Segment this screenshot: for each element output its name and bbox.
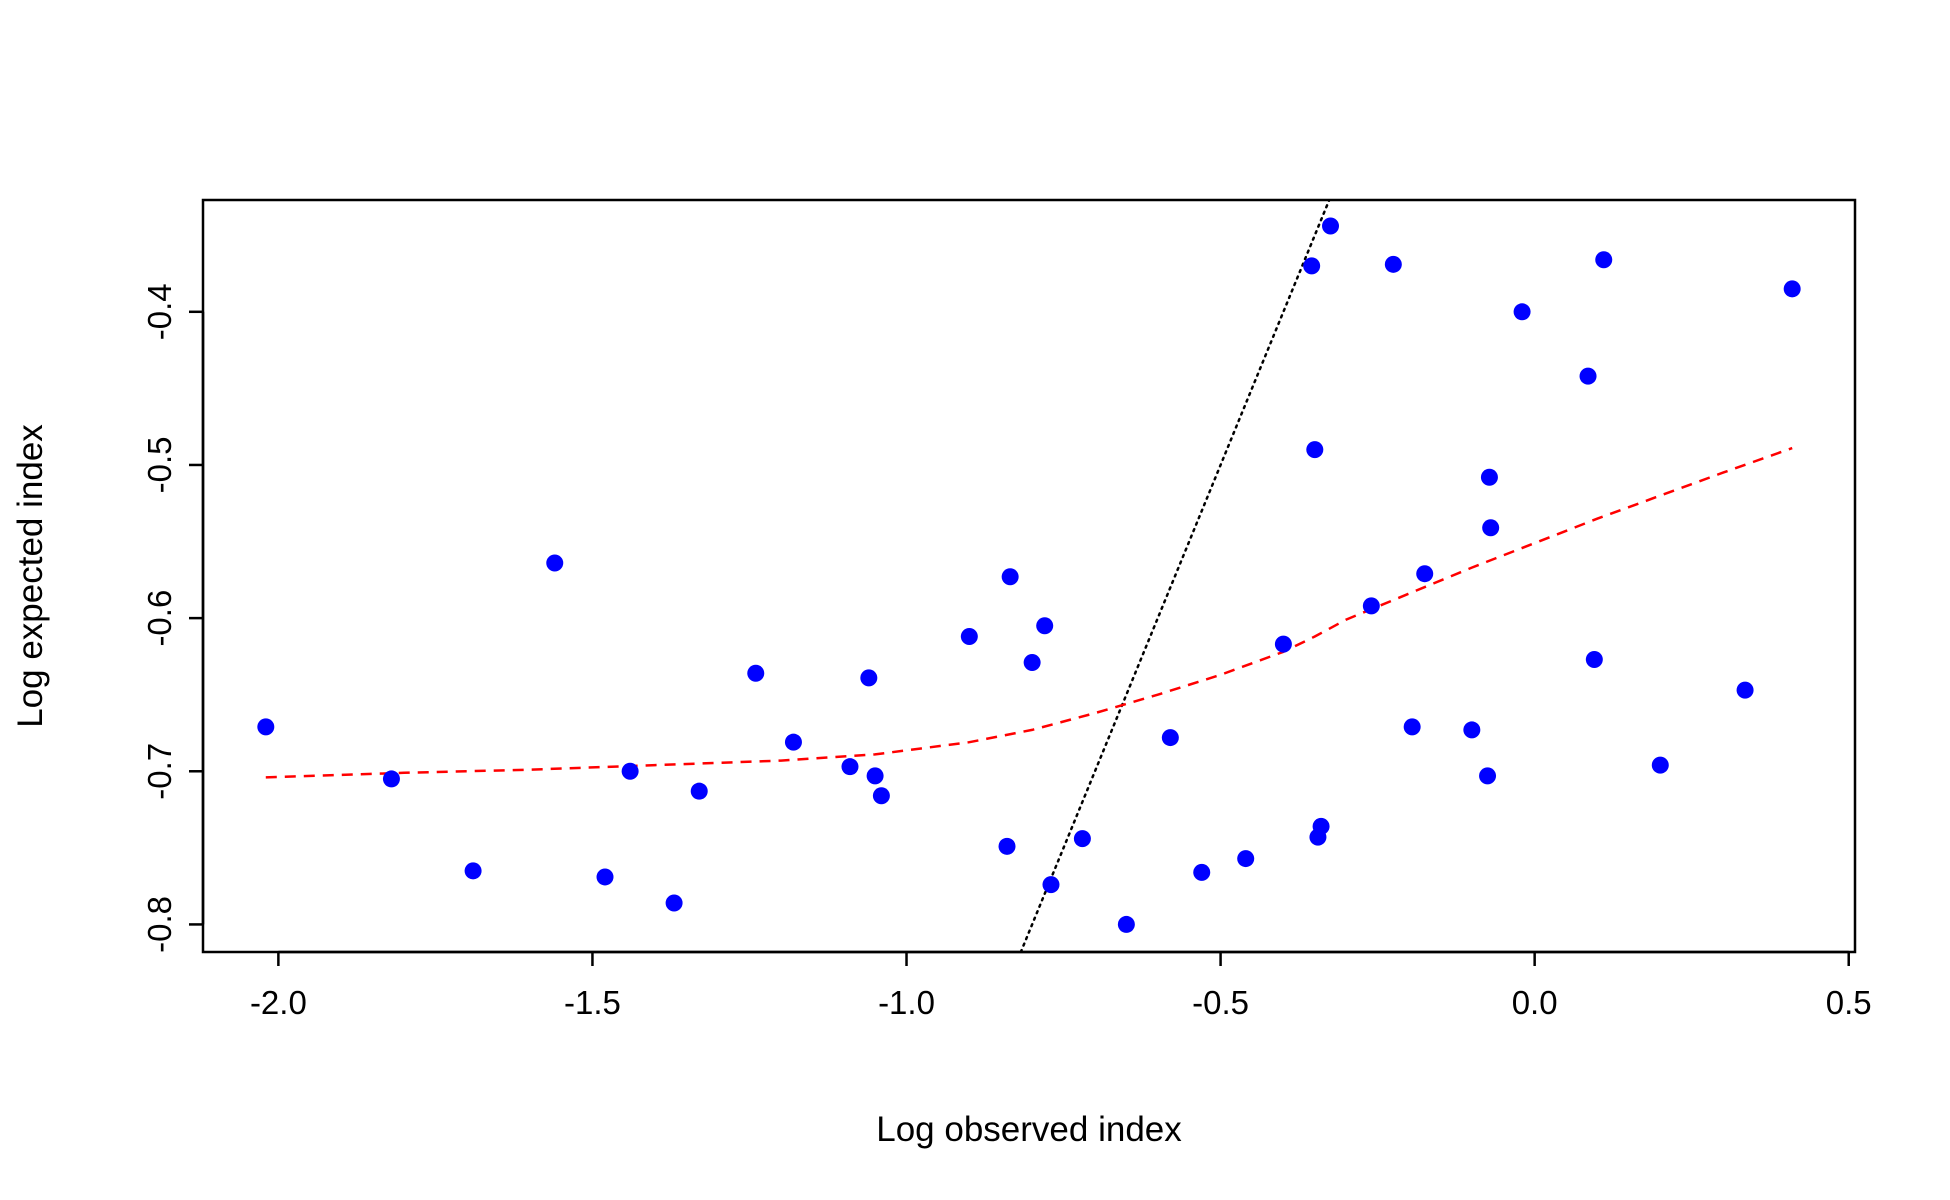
data-point-34 [1416,565,1434,583]
smooth-line [265,446,1793,779]
data-point-27 [1306,441,1324,459]
y-tick-label-4: -0.4 [141,283,178,340]
reference-line [1019,200,1331,952]
data-point-40 [1579,367,1597,385]
x-tick-label-2: -1.0 [878,984,935,1021]
y-tick-label-2: -0.6 [141,590,178,647]
data-point-8 [747,664,765,682]
data-point-2 [464,862,482,880]
data-point-33 [1403,718,1421,736]
x-axis-title: Log observed index [876,1110,1182,1149]
data-point-7 [690,782,708,800]
data-point-19 [1042,876,1060,894]
data-point-30 [1322,217,1340,235]
data-point-4 [596,868,614,886]
data-point-20 [1073,830,1091,848]
data-point-13 [872,787,890,805]
data-point-1 [382,770,400,788]
data-point-24 [1237,850,1255,868]
data-point-0 [257,718,275,736]
data-point-38 [1482,519,1500,537]
data-point-11 [860,669,878,687]
y-axis: -0.8 -0.7 -0.6 -0.5 -0.4 [141,283,205,953]
data-point-5 [621,762,639,780]
data-point-35 [1463,721,1481,739]
x-tick-label-5: 0.5 [1826,984,1872,1021]
data-point-36 [1479,767,1497,785]
y-tick-label-0: -0.8 [141,896,178,953]
data-point-25 [1274,635,1292,653]
data-point-14 [960,627,978,645]
data-point-23 [1193,863,1211,881]
data-point-16 [1001,568,1019,586]
data-point-21 [1117,915,1135,933]
plot-frame [201,198,1857,954]
data-point-44 [1736,681,1754,699]
x-tick-label-1: -1.5 [564,984,621,1021]
data-point-32 [1384,255,1402,273]
data-point-45 [1783,280,1801,298]
x-tick-label-4: 0.0 [1512,984,1558,1021]
data-point-10 [841,758,859,776]
data-point-15 [998,837,1016,855]
data-point-9 [784,733,802,751]
y-tick-label-3: -0.5 [141,437,178,494]
data-point-12 [866,767,884,785]
data-point-37 [1480,468,1498,486]
data-point-22 [1161,729,1179,747]
data-point-18 [1036,617,1054,635]
x-tick-label-3: -0.5 [1192,984,1249,1021]
data-point-17 [1023,654,1041,672]
data-point-41 [1585,650,1603,668]
y-axis-title: Log expected index [11,424,50,728]
data-point-43 [1651,756,1669,774]
data-point-6 [665,894,683,912]
x-tick-label-0: -2.0 [250,984,307,1021]
data-point-29 [1312,817,1330,835]
data-point-3 [546,554,564,572]
data-point-26 [1303,257,1321,275]
data-point-31 [1362,597,1380,615]
data-point-42 [1595,251,1613,269]
data-point-39 [1513,303,1531,321]
y-tick-label-1: -0.7 [141,743,178,800]
plot-area [257,200,1801,952]
x-axis: -2.0 -1.5 -1.0 -0.5 0.0 0.5 [250,950,1872,1021]
